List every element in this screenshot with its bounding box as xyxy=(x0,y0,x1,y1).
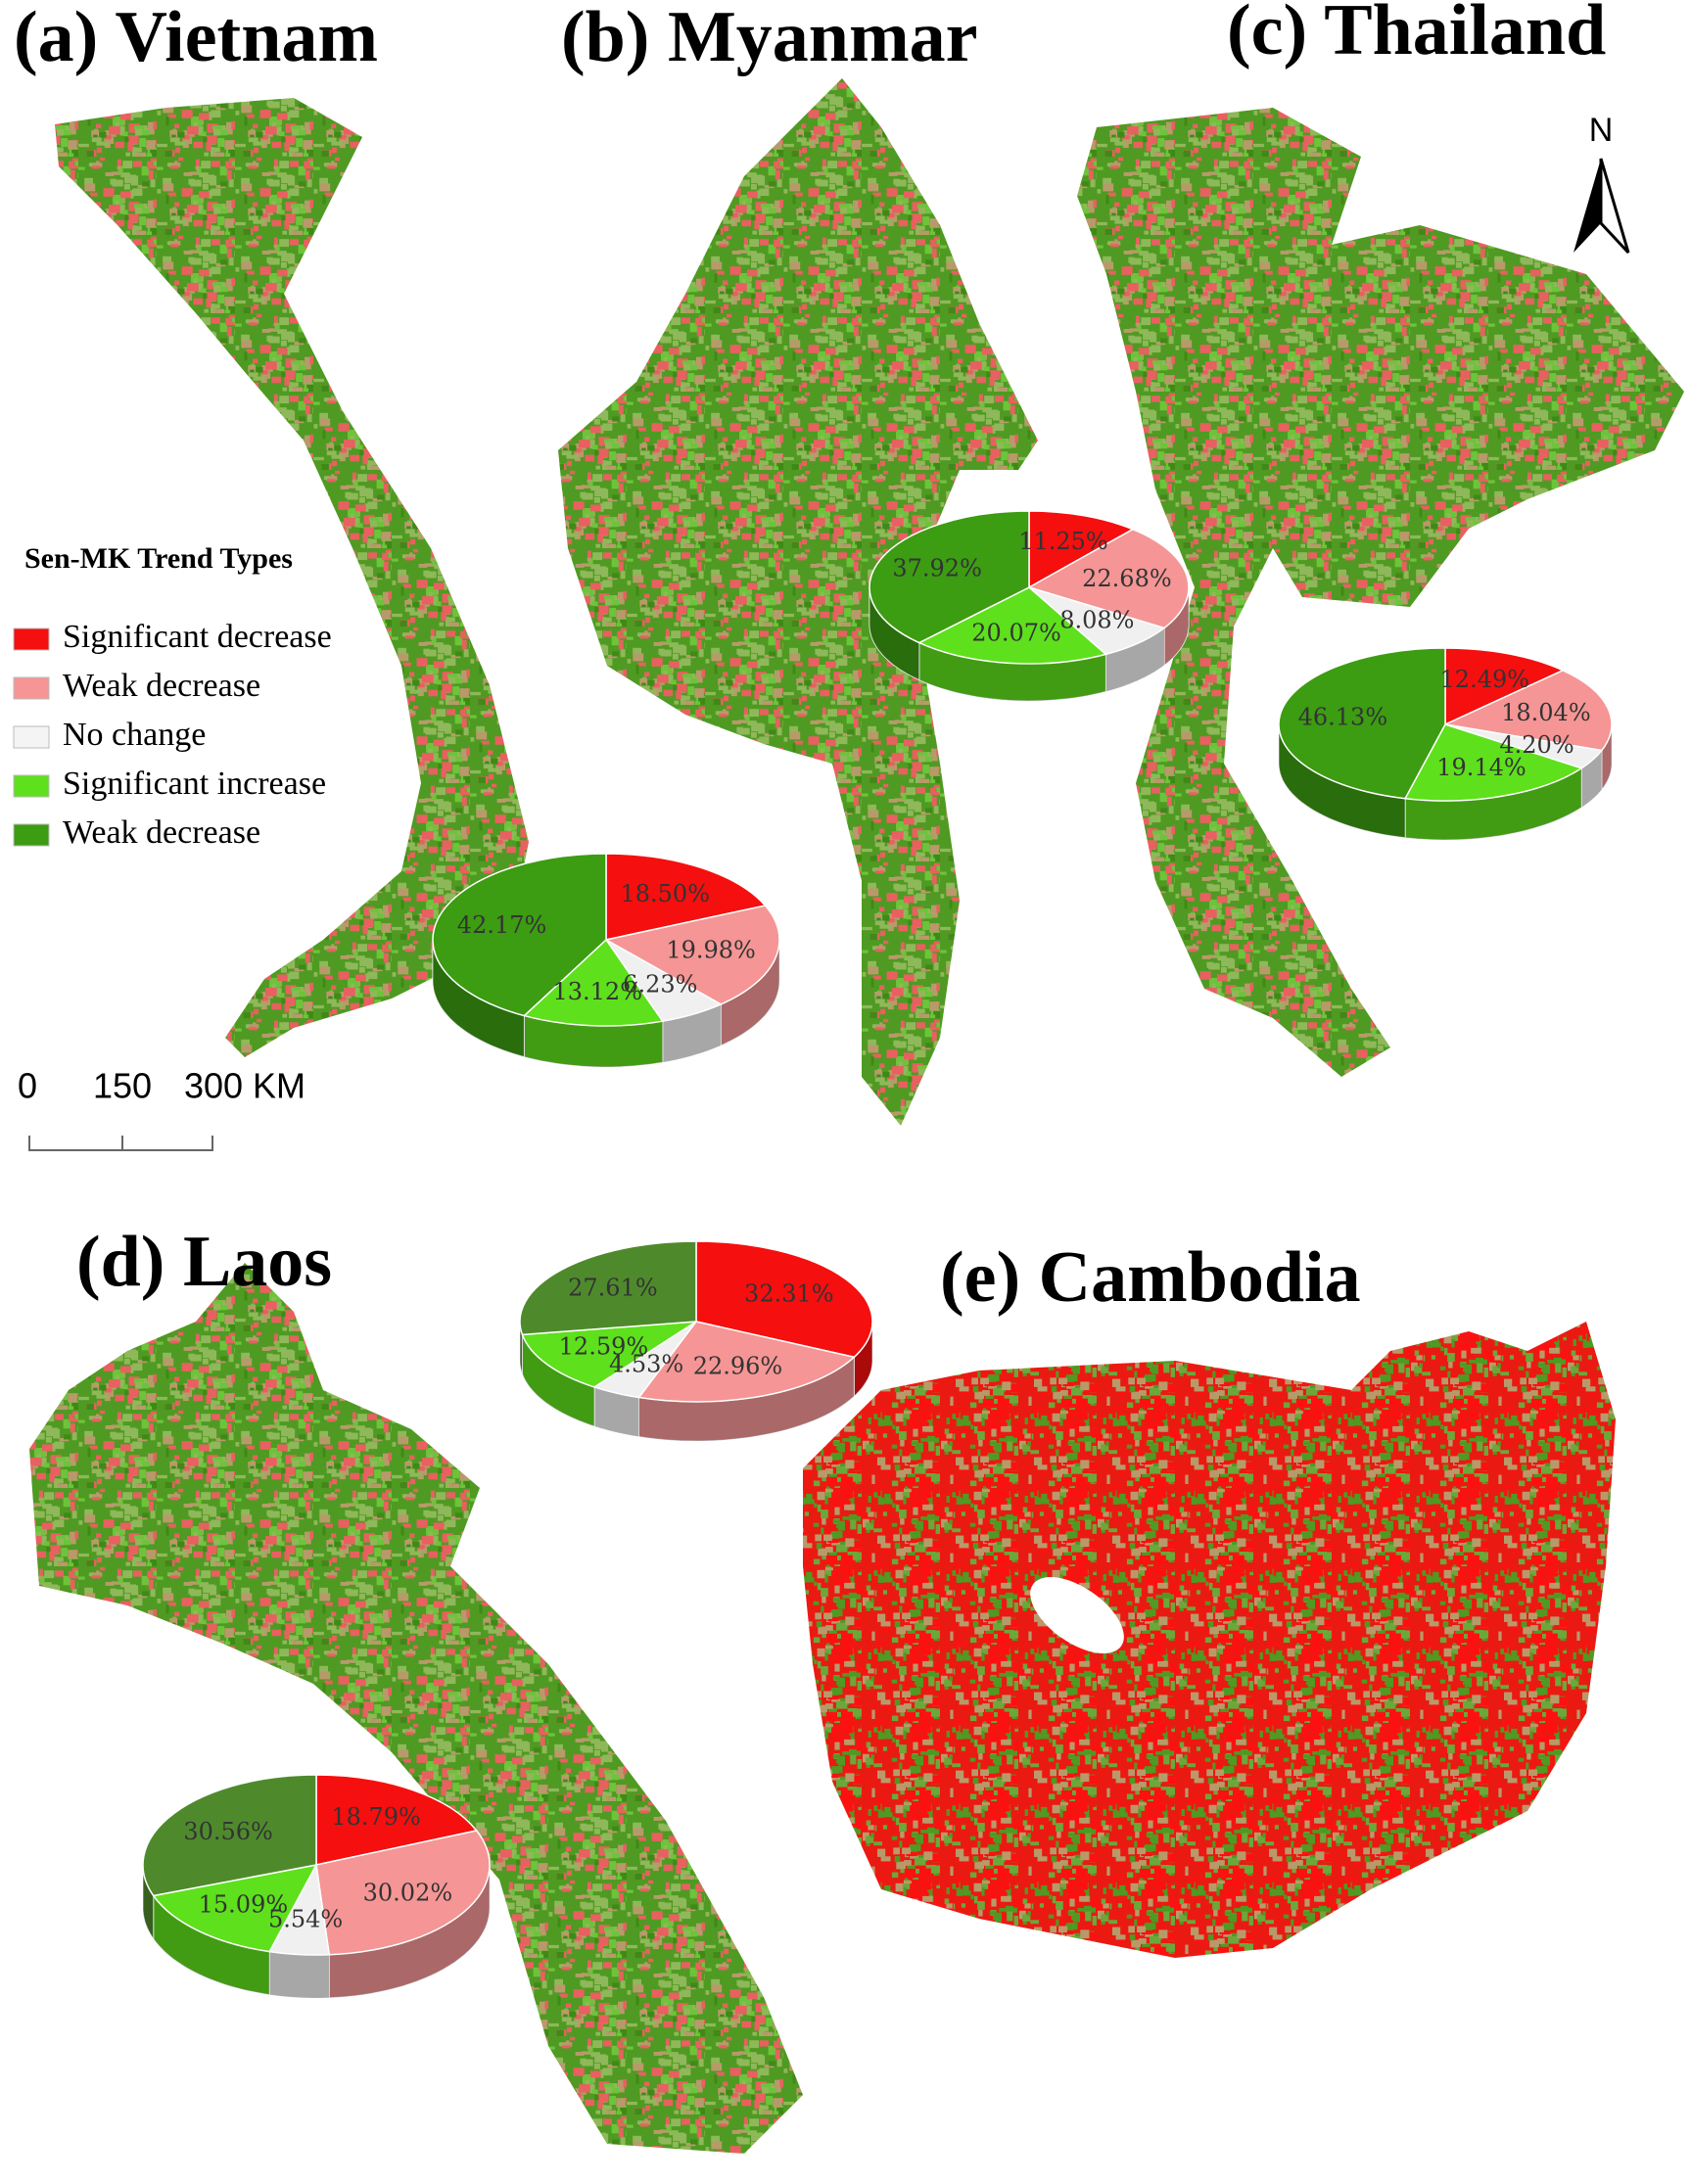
cambodia-map xyxy=(803,1322,1616,1958)
pie-side-shade xyxy=(524,1015,663,1067)
pie-slice xyxy=(1028,510,1135,589)
pie-label: 30.02% xyxy=(363,1879,453,1906)
pie-label: 46.13% xyxy=(1298,704,1388,731)
pie-label: 19.14% xyxy=(1436,754,1527,781)
legend-label: Significant decrease xyxy=(63,619,332,655)
maps xyxy=(29,78,1684,2154)
pie-slice xyxy=(695,1240,873,1359)
pie-label: 37.92% xyxy=(892,555,982,582)
pies: 18.50% 19.98% 6.23%13.12% 42.17% 11.25% 22.68… xyxy=(142,510,1613,1999)
pie-label: 27.61% xyxy=(568,1275,658,1302)
pie-slice xyxy=(637,1321,856,1403)
pie-label: 22.68% xyxy=(1082,565,1172,592)
laos-map xyxy=(29,1263,803,2154)
legend-swatch xyxy=(13,676,50,700)
pie-slice xyxy=(1444,647,1565,726)
pie-slice xyxy=(1278,647,1446,800)
pie-label: 13.12% xyxy=(552,978,642,1005)
scale-line xyxy=(28,1136,213,1151)
legend: Sen-MK Trend Types Significant decrease W… xyxy=(13,542,332,851)
pie-label: 18.79% xyxy=(331,1803,421,1831)
legend-swatch xyxy=(13,774,50,798)
scale-label: 150 xyxy=(93,1066,152,1106)
panel-title: (d) Laos xyxy=(76,1222,332,1302)
pie-side-shade xyxy=(1601,724,1612,790)
panel-title: (e) Cambodia xyxy=(940,1237,1361,1318)
pie-slice xyxy=(869,510,1030,644)
scale-label: 300 KM xyxy=(184,1066,305,1106)
pie-side-shade xyxy=(594,1386,639,1437)
pie-label: 12.49% xyxy=(1440,666,1530,693)
pie-label: 5.54% xyxy=(268,1905,343,1932)
arrow-right xyxy=(1599,158,1630,255)
vietnam-map xyxy=(55,98,529,1057)
pie-side-shade xyxy=(1581,750,1602,808)
pie-side-shade xyxy=(869,587,919,680)
north-label: N xyxy=(1589,112,1614,149)
panel-title: (c) Thailand xyxy=(1227,0,1606,70)
pie-slice xyxy=(521,1321,697,1388)
tonle-sap-lake xyxy=(1030,1576,1124,1654)
pie-side-shade xyxy=(153,1895,270,1995)
pie-label: 6.23% xyxy=(623,971,697,999)
pie-label: 19.98% xyxy=(666,936,756,963)
pie-slice xyxy=(522,938,665,1027)
pie-label: 30.56% xyxy=(183,1818,273,1845)
pie-slice xyxy=(142,1774,317,1897)
north-arrow: N xyxy=(1574,112,1630,255)
legend-label: Significant increase xyxy=(63,766,326,802)
pie-side-shade xyxy=(522,1334,594,1426)
pie-side-shade xyxy=(1105,627,1164,692)
pie-label: 42.17% xyxy=(457,911,547,939)
pie-slice xyxy=(605,853,767,941)
scale-label: 0 xyxy=(18,1066,37,1106)
pie-label: 4.53% xyxy=(609,1351,683,1378)
pie-slice xyxy=(315,1830,491,1956)
myanmar-map xyxy=(558,78,1038,1126)
legend-label: No change xyxy=(63,717,206,753)
pie-label: 18.50% xyxy=(620,880,710,907)
pie-label: 12.59% xyxy=(559,1332,649,1360)
pie-side-shade xyxy=(269,1951,330,1998)
pie-slice xyxy=(1403,723,1583,802)
pie-slice xyxy=(432,853,607,1017)
pie-label: 11.25% xyxy=(1018,528,1108,555)
pie-label: 8.08% xyxy=(1059,607,1134,634)
pie-slice xyxy=(1442,669,1613,752)
legend-swatch xyxy=(13,823,50,847)
pie-side-shade xyxy=(1164,587,1189,666)
pie-slice xyxy=(152,1863,318,1953)
pie-side-shade xyxy=(1279,724,1406,838)
pie-slice xyxy=(603,905,780,1005)
scale-bar: 0 150 300 KM xyxy=(18,1066,305,1151)
pie-slice xyxy=(315,1774,479,1866)
pie-label: 15.09% xyxy=(199,1890,289,1918)
pie-label: 32.31% xyxy=(744,1280,834,1308)
panel-title: (a) Vietnam xyxy=(14,0,378,77)
pie-slice xyxy=(917,586,1108,665)
pie-slice xyxy=(1027,528,1190,629)
thailand-map xyxy=(1077,108,1684,1077)
pie-label: 18.04% xyxy=(1501,699,1591,726)
legend-label: Weak decrease xyxy=(63,668,260,704)
legend-title: Sen-MK Trend Types xyxy=(24,542,293,575)
legend-swatch xyxy=(13,627,50,651)
pie-slice xyxy=(519,1240,697,1336)
pie-label: 20.07% xyxy=(971,619,1061,646)
arrow-left xyxy=(1574,159,1601,253)
panel-title: (b) Myanmar xyxy=(561,0,977,77)
pie-side-shade xyxy=(143,1865,154,1939)
pie-label: 22.96% xyxy=(693,1353,783,1380)
legend-label: Weak decrease xyxy=(63,814,260,851)
pie-side-shade xyxy=(721,940,779,1046)
pie-label: 4.20% xyxy=(1499,731,1574,759)
pie-side-shade xyxy=(329,1865,490,1998)
pie-side-shade xyxy=(1405,767,1582,840)
pie-side-shade xyxy=(918,642,1106,701)
legend-swatch xyxy=(13,725,50,749)
